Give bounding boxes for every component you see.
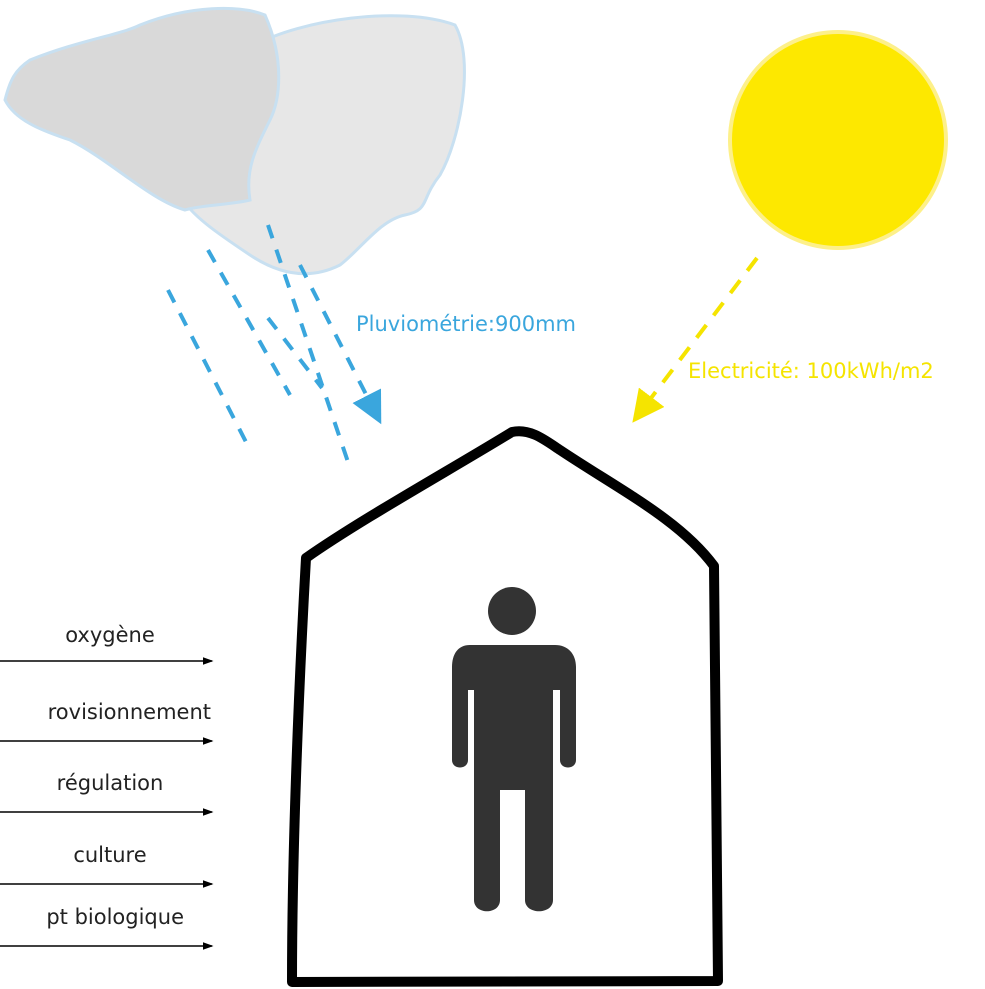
rain-label: Pluviométrie:900mm bbox=[356, 312, 576, 336]
service-label: régulation bbox=[57, 771, 164, 795]
sun-label: Electricité: 100kWh/m2 bbox=[688, 359, 934, 383]
service-label: pt biologique bbox=[46, 905, 184, 929]
service-label: rovisionnement bbox=[48, 700, 211, 724]
sun-ray bbox=[642, 258, 757, 410]
service-label: oxygène bbox=[65, 623, 155, 647]
cloud-front bbox=[5, 8, 279, 210]
sun bbox=[730, 32, 946, 248]
service-label: culture bbox=[73, 843, 146, 867]
diagram: Pluviométrie:900mm Electricité: 100kWh/m… bbox=[0, 0, 985, 989]
